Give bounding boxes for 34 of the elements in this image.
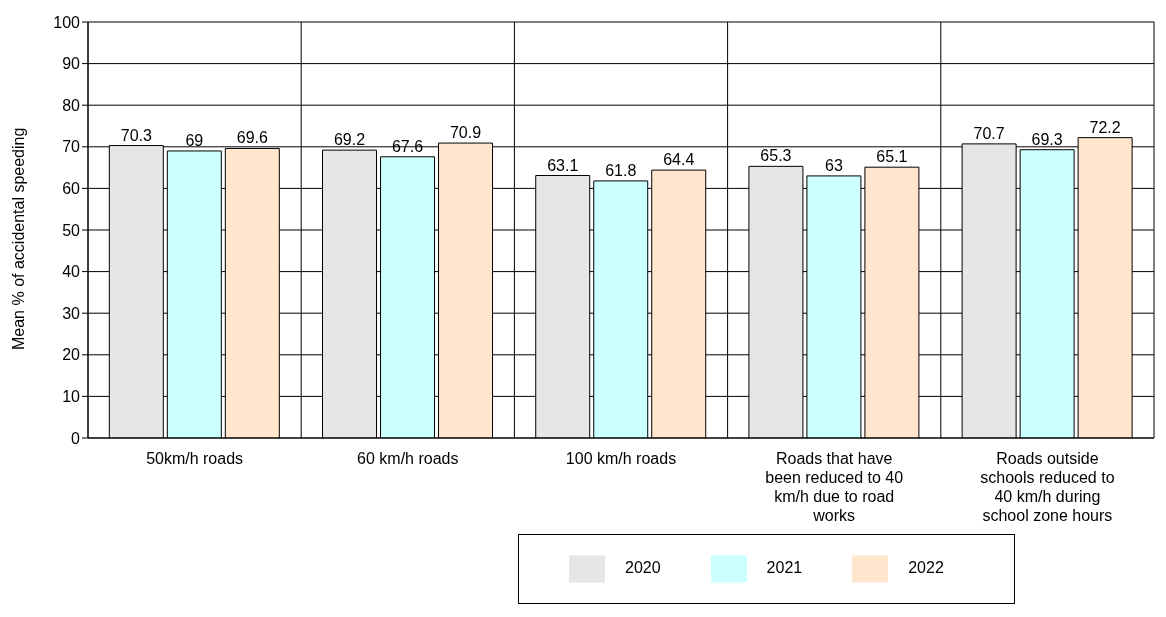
data-label: 69.2: [333, 131, 366, 149]
y-tick-label: 40: [62, 263, 81, 281]
y-tick-label: 60: [62, 180, 81, 198]
x-tick-label: 60 km/h roads: [357, 450, 459, 467]
x-tick-label: 50km/h roads: [146, 450, 244, 467]
data-label: 65.3: [760, 147, 792, 165]
legend-label: 2022: [908, 559, 944, 577]
x-tick-label: 100 km/h roads: [565, 450, 677, 467]
y-tick-label: 80: [62, 96, 81, 114]
data-label: 64.4: [663, 151, 695, 169]
y-tick-label: 20: [62, 346, 81, 364]
x-tick-label: Roads that have been reduced to 40 km/h due to road works: [765, 450, 904, 524]
y-tick-label: 100: [53, 13, 81, 31]
y-tick-label: 10: [62, 388, 81, 406]
x-tick-label: Roads outside schools reduced to 40 km/h during school zone hours: [980, 450, 1115, 524]
data-label: 69.6: [236, 129, 268, 147]
data-label: 72.2: [1089, 118, 1121, 136]
y-tick-label: 70: [62, 138, 81, 156]
data-label: 69.3: [1031, 130, 1063, 148]
data-label: 70.7: [973, 124, 1005, 142]
data-label: 70.9: [449, 124, 482, 142]
data-label: 69: [185, 131, 204, 149]
legend-label: 2021: [766, 559, 803, 577]
y-tick-label: 90: [62, 55, 81, 73]
y-tick-label: 0: [71, 429, 81, 447]
data-label: 65.1: [876, 148, 908, 166]
y-tick-label: 50: [62, 221, 81, 239]
data-label: 63: [825, 156, 843, 174]
legend-label: 2020: [625, 559, 661, 577]
data-label: 61.8: [605, 161, 637, 179]
data-label: 70.3: [120, 126, 152, 144]
y-axis-title: Mean % of accidental speeding: [9, 127, 27, 350]
data-label: 63.1: [547, 156, 579, 174]
y-tick-label: 30: [62, 304, 81, 322]
